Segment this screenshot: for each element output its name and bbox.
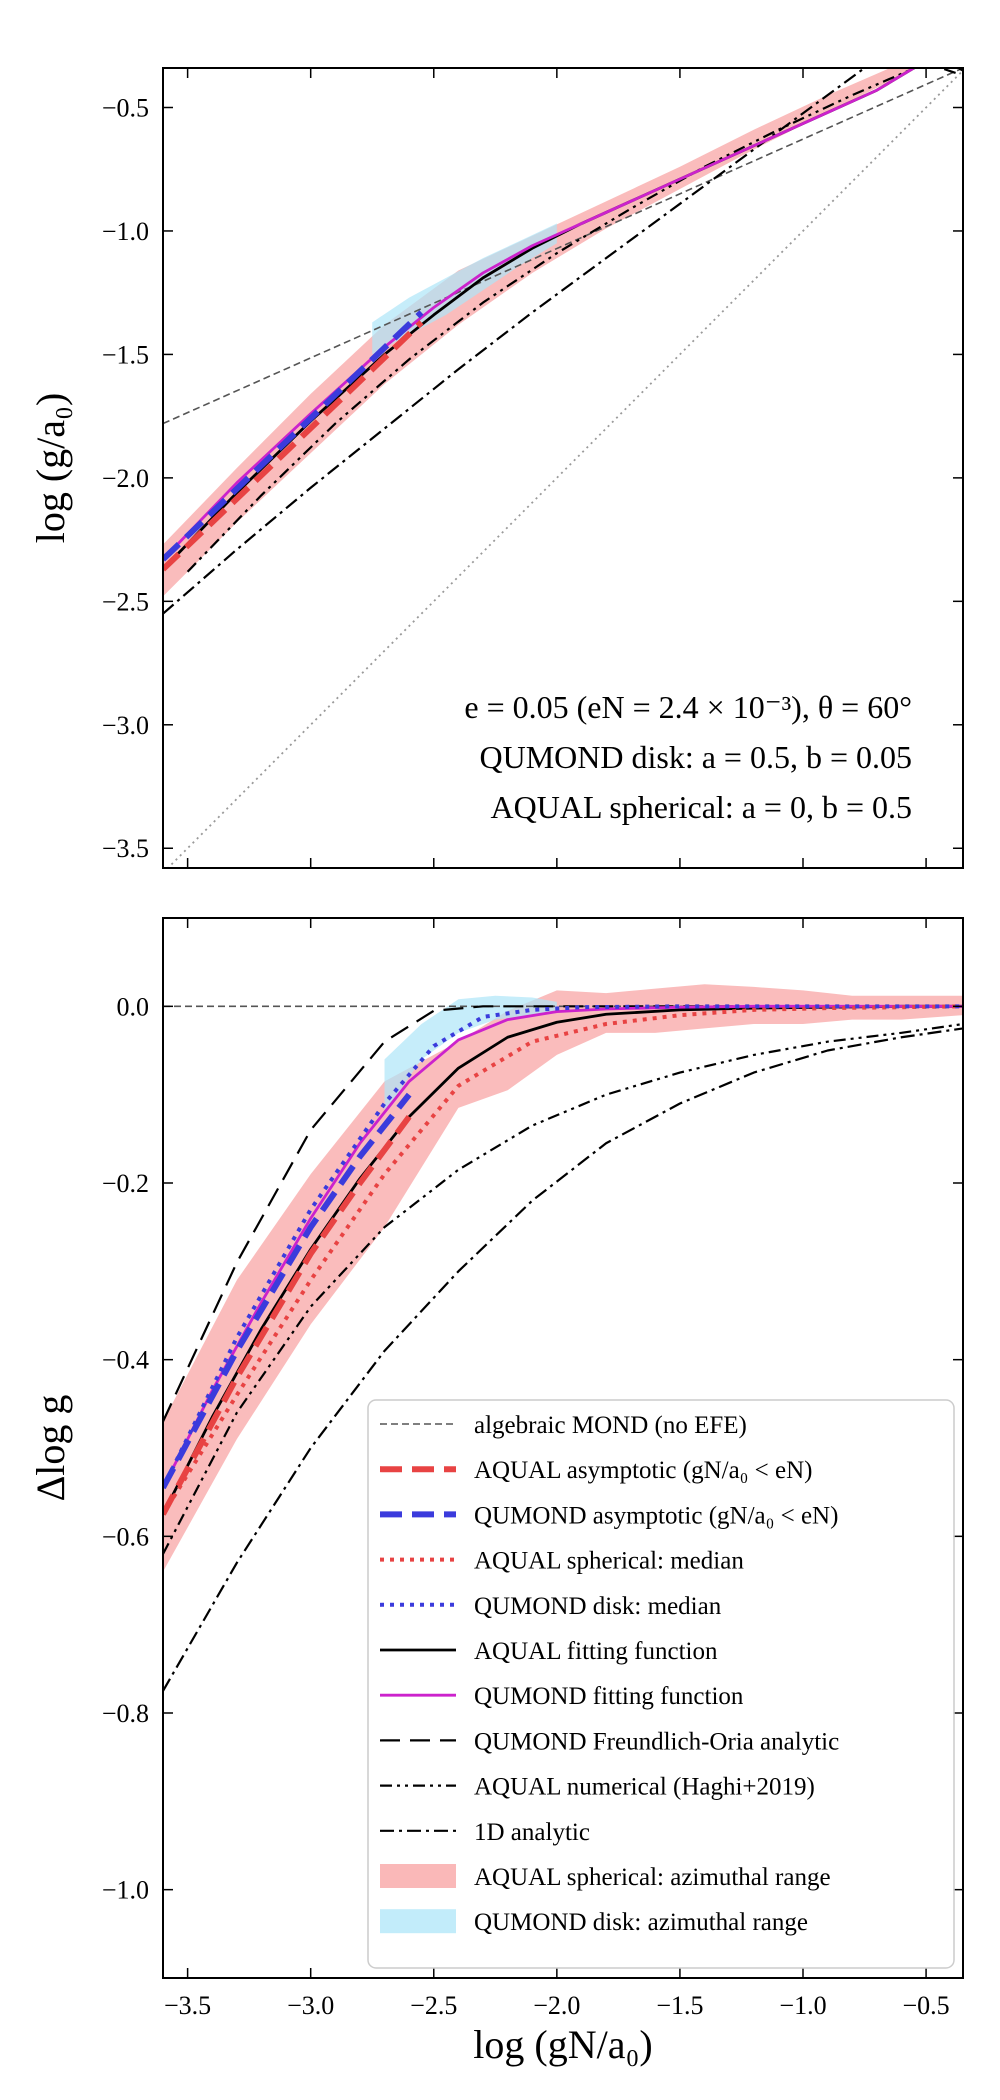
legend-label-aqual-asymptotic-gn-a-en: AQUAL asymptotic (gN/a₀ < eN) <box>474 1457 812 1484</box>
bottom-y-tick-label: −1.0 <box>102 1876 149 1905</box>
legend-label-qumond-disk-azimuthal-range: QUMOND disk: azimuthal range <box>474 1909 808 1936</box>
bottom-series-aqual-asymptotic <box>163 1114 412 1516</box>
legend-label-aqual-numerical-haghi-2019: AQUAL numerical (Haghi+2019) <box>474 1774 815 1801</box>
bottom-bands <box>163 984 963 1572</box>
top-annotation: e = 0.05 (eN = 2.4 × 10⁻³), θ = 60° QUMO… <box>464 689 912 825</box>
bottom-x-tick-label: −3.0 <box>287 1991 334 2020</box>
bottom-y-axis-label: Δlog g <box>28 1395 73 1502</box>
top-series-aqual-fitting-function <box>163 68 915 571</box>
legend-swatch-aqual-spherical-azimuthal-range <box>380 1864 456 1888</box>
bottom-x-tick-label: −0.5 <box>902 1991 949 2020</box>
bottom-ticks: −3.5 −3.0 −2.5 −2.0 −1.5 −1.0 −0.5 0.0 −0.2 −0.4 −… <box>102 918 963 2020</box>
bottom-y-tick-label: 0.0 <box>117 992 150 1021</box>
annotation-line-2: QUMOND disk: a = 0.5, b = 0.05 <box>479 739 912 775</box>
top-y-tick-label: −0.5 <box>102 94 149 123</box>
top-y-tick-label: −2.5 <box>102 587 149 616</box>
top-y-tick-label: −3.0 <box>102 711 149 740</box>
legend-label-algebraic-mond-no-efe: algebraic MOND (no EFE) <box>474 1412 747 1439</box>
legend-label-aqual-spherical-azimuthal-range: AQUAL spherical: azimuthal range <box>474 1864 831 1891</box>
legend-items: algebraic MOND (no EFE) AQUAL asymptotic … <box>380 1412 839 1936</box>
bottom-y-tick-label: −0.6 <box>102 1522 149 1551</box>
bottom-x-tick-label: −1.0 <box>779 1991 826 2020</box>
bottom-y-tick-label: −0.8 <box>102 1699 149 1728</box>
top-series-qumond-asymptotic <box>163 310 424 562</box>
bottom-x-axis-label: log (gN/a₀) <box>473 2022 652 2067</box>
bottom-lines <box>163 1004 963 1692</box>
top-plot-frame <box>162 67 964 869</box>
legend-label-1d-analytic: 1D analytic <box>474 1819 590 1846</box>
top-series-aqual-asymptotic <box>163 320 424 572</box>
bottom-panel: −3.5 −3.0 −2.5 −2.0 −1.5 −1.0 −0.5 0.0 −0.2 −0.4 −… <box>28 917 964 2067</box>
legend-label-qumond-fitting-function: QUMOND fitting function <box>474 1683 744 1710</box>
bottom-plot-frame <box>162 917 964 1979</box>
top-series-aqual-numerical-haghi-2019 <box>186 68 956 573</box>
bottom-series-aqual-numerical-haghi-2019 <box>163 1022 963 1555</box>
top-y-tick-label: −2.0 <box>102 464 149 493</box>
top-y-tick-label: −1.5 <box>102 340 149 369</box>
top-lines <box>163 68 963 868</box>
top-band-aqual-spherical-azimuthal-range <box>163 68 916 597</box>
top-ticks: −3.5 −3.0 −2.5 −2.0 −1.5 −1.0 −0.5 <box>102 68 963 868</box>
bottom-y-tick-label: −0.2 <box>102 1169 149 1198</box>
legend-label-qumond-disk-median: QUMOND disk: median <box>474 1593 722 1620</box>
legend: algebraic MOND (no EFE) AQUAL asymptotic … <box>367 1399 955 1969</box>
bottom-series-qumond-fitting-function <box>163 1004 963 1489</box>
annotation-line-3: AQUAL spherical: a = 0, b = 0.5 <box>491 789 912 825</box>
legend-swatch-qumond-disk-azimuthal-range <box>380 1909 456 1934</box>
bottom-series-qumond-asymptotic <box>163 1092 412 1490</box>
annotation-line-1: e = 0.05 (eN = 2.4 × 10⁻³), θ = 60° <box>464 689 912 725</box>
top-y-tick-label: −1.0 <box>102 217 149 246</box>
top-panel: −3.5−3.0−2.5−2.0−1.5−1.0−0.5 log (g/a₀) … <box>28 67 964 869</box>
legend-label-aqual-spherical-median: AQUAL spherical: median <box>474 1548 744 1575</box>
top-bands <box>163 68 916 597</box>
legend-label-qumond-asymptotic-gn-a-en: QUMOND asymptotic (gN/a₀ < eN) <box>474 1502 838 1529</box>
top-series-1d-analytic <box>163 68 963 615</box>
bottom-x-tick-label: −3.5 <box>164 1991 211 2020</box>
legend-frame <box>367 1399 955 1969</box>
legend-label-qumond-freundlich-oria-analytic: QUMOND Freundlich-Oria analytic <box>474 1728 839 1755</box>
bottom-series-1d-analytic <box>163 1027 963 1692</box>
legend-label-aqual-fitting-function: AQUAL fitting function <box>474 1638 718 1665</box>
top-y-axis-label: log (g/a₀) <box>28 393 73 544</box>
bottom-x-tick-label: −1.5 <box>656 1991 703 2020</box>
top-y-tick-label: −3.5 <box>102 834 149 863</box>
top-series-algebraic-mond-no-efe <box>163 68 963 425</box>
bottom-x-tick-label: −2.5 <box>410 1991 457 2020</box>
bottom-band-aqual-spherical-azimuthal-range <box>163 984 963 1572</box>
bottom-band-qumond-disk-azimuthal-range <box>384 995 557 1113</box>
bottom-y-tick-label: −0.4 <box>102 1346 149 1375</box>
bottom-x-tick-label: −2.0 <box>533 1991 580 2020</box>
